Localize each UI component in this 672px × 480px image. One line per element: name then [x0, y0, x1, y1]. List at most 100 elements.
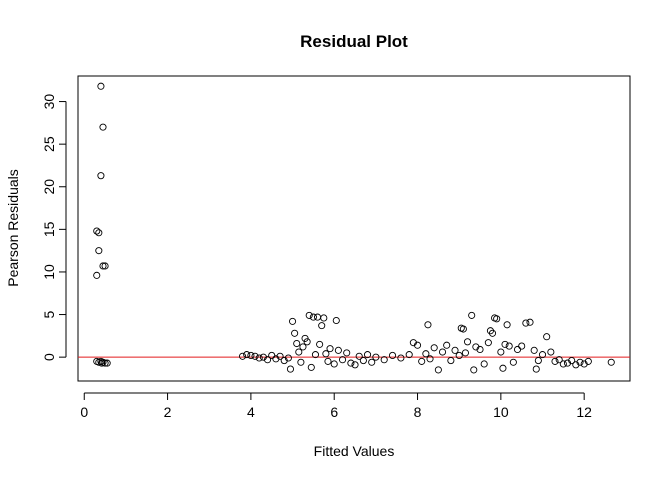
- data-point: [289, 317, 297, 325]
- y-tick-label: 15: [41, 221, 57, 237]
- x-axis-label: Fitted Values: [314, 443, 395, 459]
- data-point: [547, 348, 555, 356]
- data-point: [332, 316, 340, 325]
- data-point: [322, 350, 330, 358]
- x-tick-label: 10: [493, 404, 509, 420]
- data-point: [543, 333, 551, 341]
- y-axis-label: Pearson Residuals: [5, 169, 21, 287]
- data-point: [501, 340, 509, 348]
- data-point: [97, 82, 105, 90]
- data-point: [297, 358, 305, 366]
- data-point: [368, 358, 376, 366]
- data-point: [530, 346, 538, 354]
- data-point: [405, 351, 413, 359]
- data-point: [351, 361, 359, 369]
- data-point: [468, 311, 476, 319]
- data-point: [513, 345, 522, 354]
- data-point: [538, 351, 547, 359]
- data-point: [284, 354, 292, 362]
- data-point: [522, 319, 530, 327]
- data-point: [359, 357, 367, 365]
- x-tick-label: 2: [164, 404, 172, 420]
- data-point: [295, 348, 303, 356]
- data-point: [461, 349, 469, 357]
- data-point: [293, 339, 301, 348]
- data-point: [397, 354, 405, 362]
- x-tick-label: 8: [414, 404, 422, 420]
- data-point: [451, 346, 459, 354]
- data-points: [93, 82, 615, 374]
- data-point: [532, 365, 540, 373]
- data-point: [380, 356, 388, 364]
- data-point: [268, 351, 276, 359]
- data-point: [330, 360, 338, 368]
- data-point: [363, 351, 372, 359]
- data-point: [459, 325, 467, 333]
- y-tick-label: 25: [41, 136, 57, 152]
- data-point: [607, 358, 615, 366]
- data-point: [95, 229, 103, 237]
- data-point: [430, 344, 438, 352]
- data-point: [493, 315, 501, 323]
- x-tick-label: 0: [80, 404, 88, 420]
- chart-title: Residual Plot: [300, 32, 408, 51]
- data-point: [311, 351, 320, 359]
- y-tick-label: 10: [41, 264, 57, 280]
- data-point: [101, 359, 109, 367]
- data-point: [443, 341, 451, 349]
- data-point: [476, 345, 484, 354]
- data-point: [307, 363, 315, 371]
- data-point: [326, 345, 334, 353]
- data-point: [301, 334, 309, 342]
- data-point: [388, 351, 397, 359]
- data-point: [291, 329, 299, 337]
- data-point: [264, 356, 272, 364]
- data-point: [313, 313, 322, 321]
- x-axis: 0 2 4 6 8 10 12: [80, 392, 592, 420]
- data-point: [503, 321, 511, 329]
- data-point: [422, 350, 430, 358]
- y-tick-label: 30: [41, 94, 57, 110]
- data-point: [324, 357, 332, 365]
- data-point: [99, 262, 107, 270]
- data-point: [470, 366, 478, 374]
- data-point: [455, 351, 463, 359]
- x-tick-label: 4: [247, 404, 255, 420]
- data-point: [555, 356, 563, 364]
- data-point: [98, 359, 106, 367]
- data-point: [243, 351, 251, 359]
- data-point: [97, 172, 105, 180]
- data-point: [347, 359, 355, 367]
- data-point: [505, 342, 513, 350]
- data-point: [434, 366, 442, 374]
- data-point: [559, 360, 567, 368]
- data-point: [338, 356, 347, 364]
- data-point: [239, 352, 247, 360]
- data-point: [463, 338, 472, 346]
- data-point: [484, 339, 492, 347]
- data-point: [255, 354, 263, 362]
- x-tick-label: 6: [330, 404, 338, 420]
- data-point: [303, 338, 311, 346]
- data-point: [418, 357, 426, 365]
- data-point: [343, 349, 351, 357]
- data-point: [447, 357, 455, 365]
- data-point: [438, 348, 447, 356]
- data-point: [518, 342, 526, 350]
- data-point: [299, 343, 307, 351]
- data-point: [534, 357, 542, 365]
- data-point: [526, 318, 534, 326]
- data-point: [497, 348, 505, 356]
- data-point: [320, 314, 328, 322]
- data-point: [251, 352, 259, 360]
- data-point: [568, 357, 576, 365]
- data-point: [276, 352, 284, 360]
- data-point: [509, 358, 517, 366]
- data-point: [95, 247, 103, 255]
- data-point: [413, 341, 422, 349]
- y-axis: 0 5 10 15 20 25 30: [41, 94, 67, 361]
- y-tick-label: 5: [41, 310, 57, 318]
- data-point: [499, 364, 507, 372]
- data-point: [551, 357, 559, 365]
